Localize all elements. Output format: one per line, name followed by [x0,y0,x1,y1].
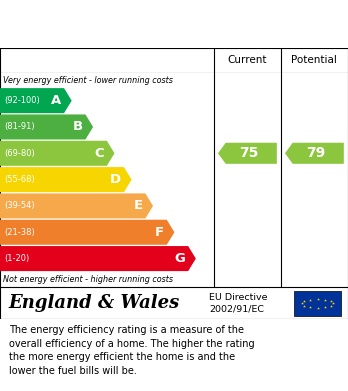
Text: (81-91): (81-91) [4,122,35,131]
Text: 75: 75 [239,146,259,160]
Polygon shape [0,246,196,271]
Text: (1-20): (1-20) [4,254,30,263]
Text: E: E [134,199,143,212]
Polygon shape [0,167,132,192]
Text: Very energy efficient - lower running costs: Very energy efficient - lower running co… [3,76,173,85]
Polygon shape [0,141,114,166]
Text: (92-100): (92-100) [4,96,40,105]
Text: Potential: Potential [292,56,337,65]
Text: The energy efficiency rating is a measure of the
overall efficiency of a home. T: The energy efficiency rating is a measur… [9,325,254,376]
Polygon shape [218,143,277,164]
Bar [294,291,341,316]
Polygon shape [285,143,344,164]
Text: F: F [155,226,164,239]
Text: D: D [110,173,121,186]
Text: (39-54): (39-54) [4,201,35,210]
Text: B: B [72,120,83,133]
Polygon shape [0,88,72,113]
Polygon shape [0,194,153,219]
Text: Energy Efficiency Rating: Energy Efficiency Rating [9,24,219,39]
Text: Not energy efficient - higher running costs: Not energy efficient - higher running co… [3,275,174,284]
Text: EU Directive
2002/91/EC: EU Directive 2002/91/EC [209,293,267,314]
Polygon shape [0,220,174,245]
Text: G: G [174,252,185,265]
Text: (55-68): (55-68) [4,175,35,184]
Text: (21-38): (21-38) [4,228,35,237]
Text: (69-80): (69-80) [4,149,35,158]
Text: C: C [94,147,104,160]
Text: 79: 79 [307,146,326,160]
Text: Current: Current [228,56,267,65]
Text: England & Wales: England & Wales [9,294,180,312]
Text: A: A [51,94,61,107]
Polygon shape [0,115,93,140]
